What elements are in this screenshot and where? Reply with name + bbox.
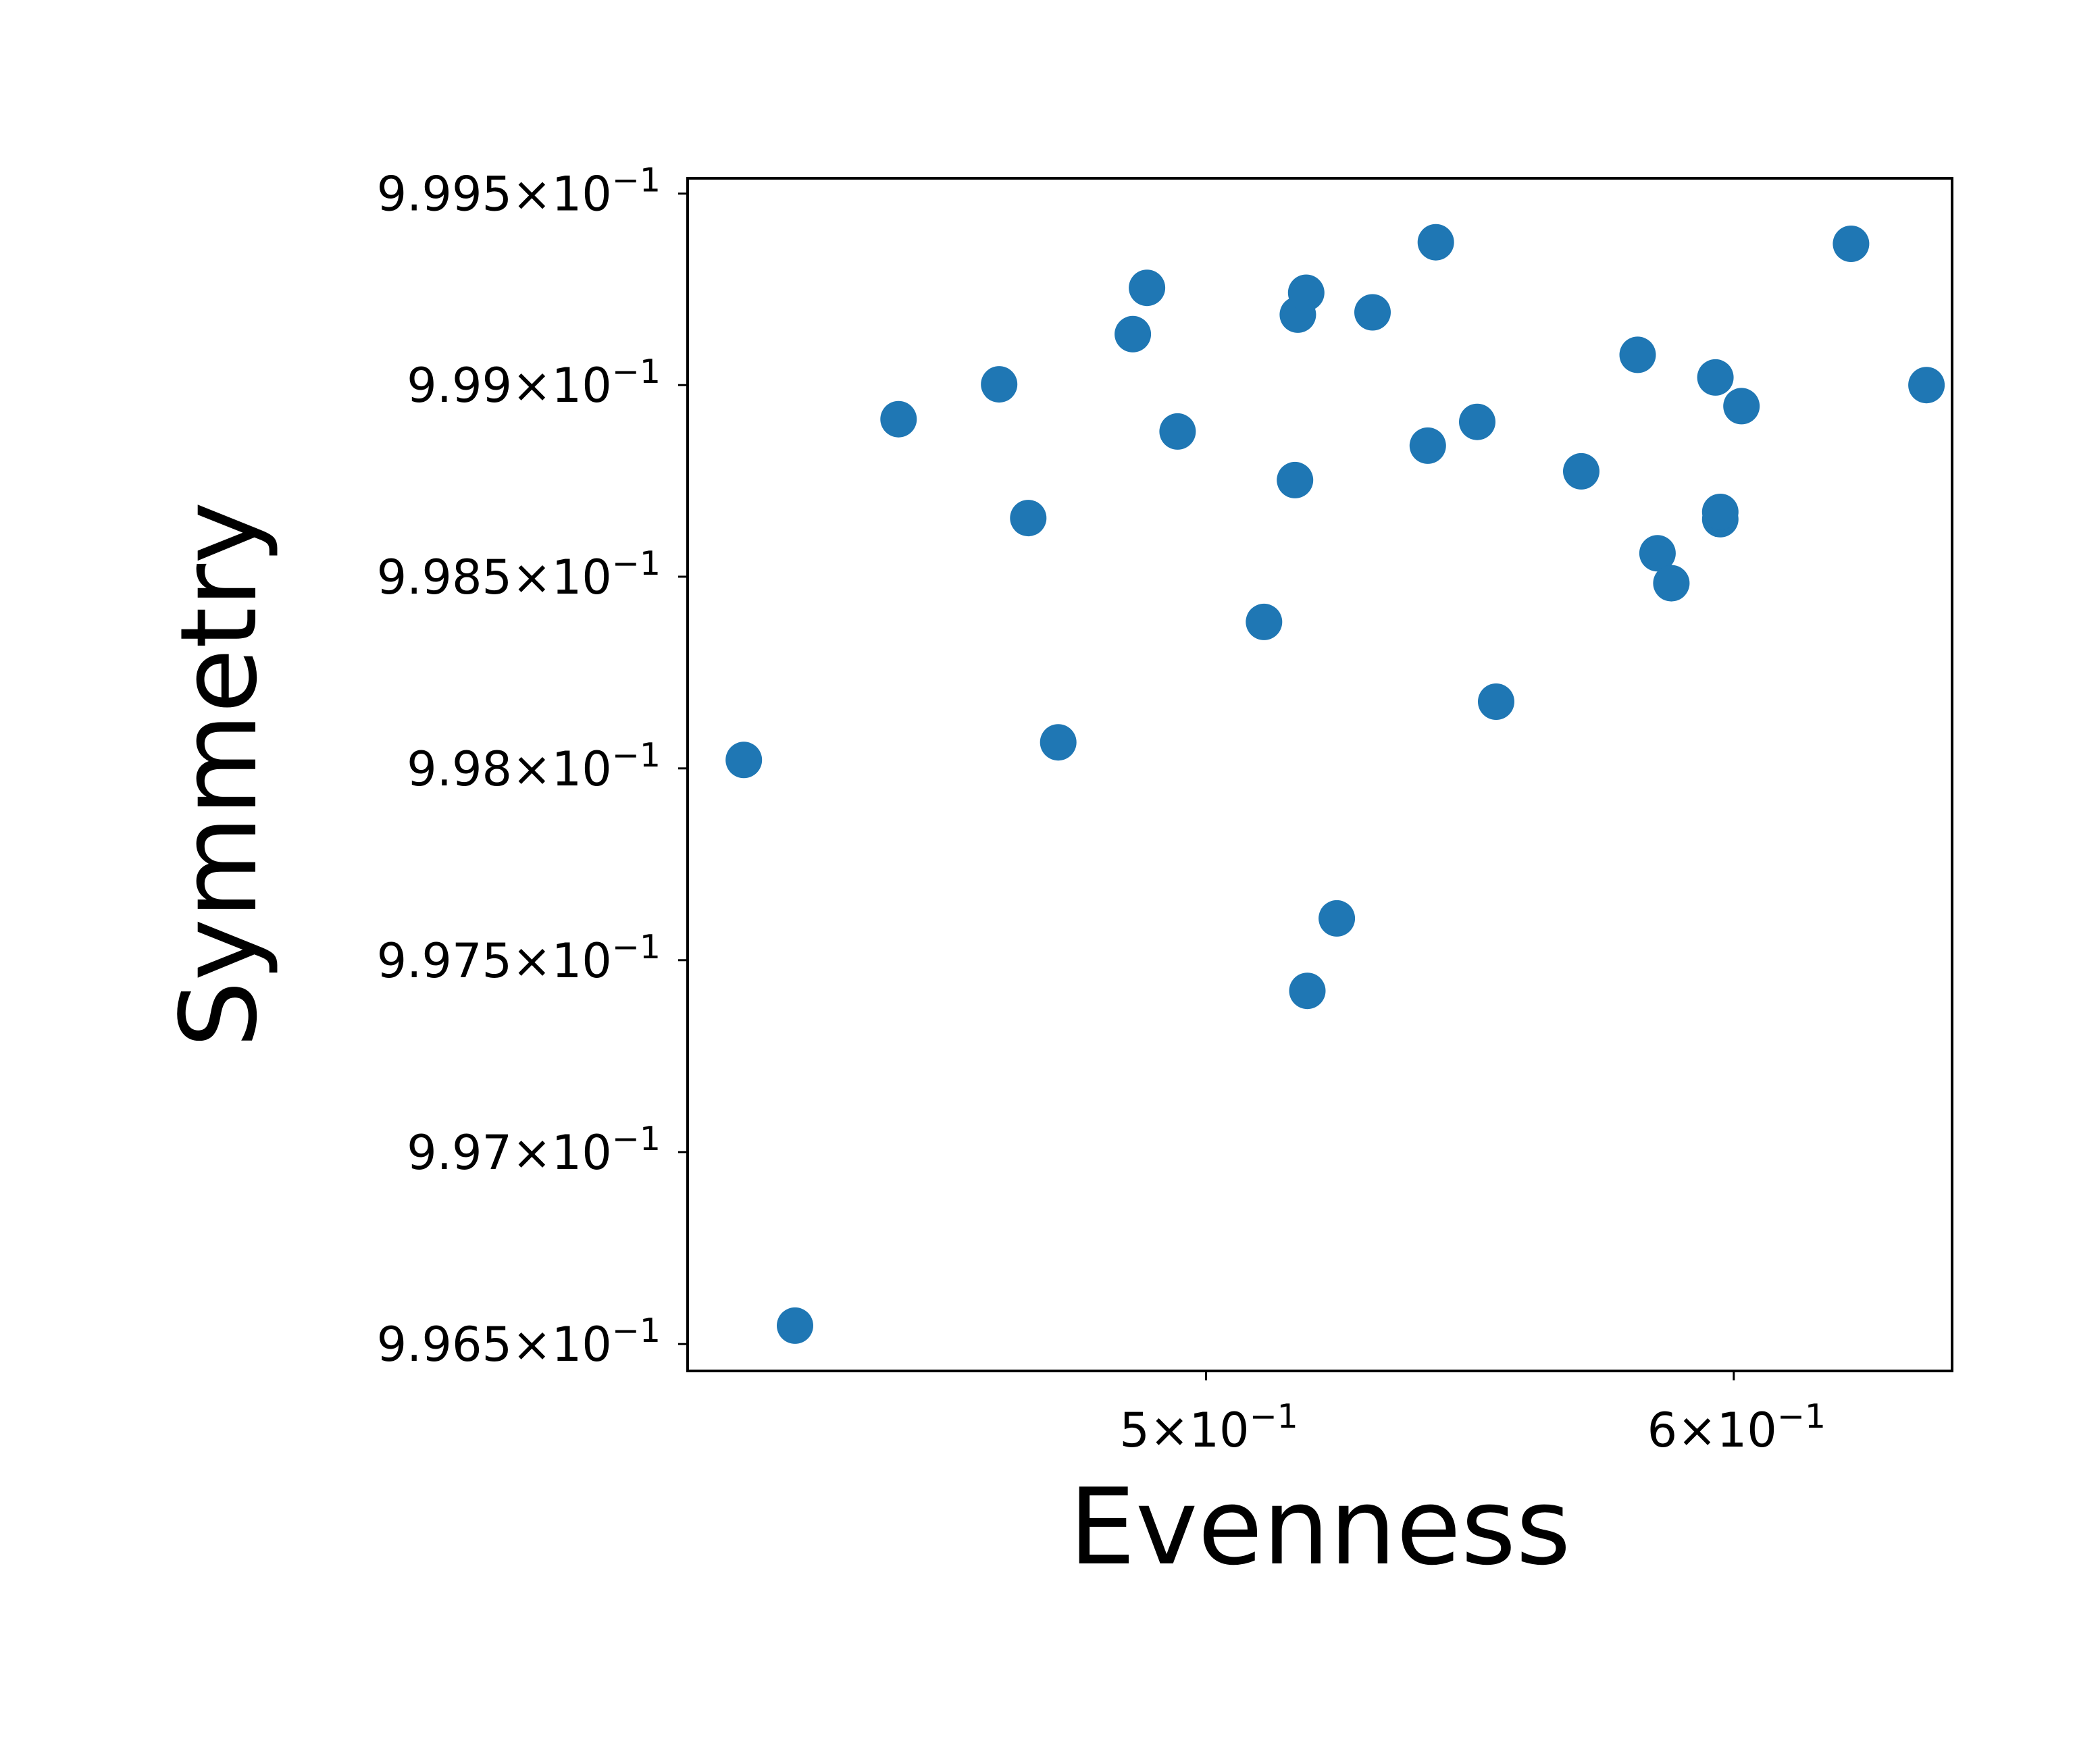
data-point-6 <box>1040 724 1077 761</box>
data-point-28 <box>1723 388 1760 425</box>
data-point-2 <box>777 1307 813 1344</box>
data-point-3 <box>880 400 917 438</box>
data-point-20 <box>1478 683 1514 720</box>
data-point-14 <box>1289 972 1326 1010</box>
data-point-16 <box>1354 294 1391 331</box>
data-point-8 <box>1129 269 1166 307</box>
data-point-23 <box>1639 535 1676 572</box>
data-point-13 <box>1287 274 1325 311</box>
data-point-10 <box>1246 603 1283 640</box>
data-point-9 <box>1159 413 1196 450</box>
x-axis-label: Evenness <box>1069 1465 1570 1588</box>
data-point-17 <box>1409 427 1446 464</box>
y-tick-label-6: 9.99×10−1 <box>407 353 661 413</box>
data-point-22 <box>1619 336 1656 373</box>
plot-frame <box>686 177 1953 1372</box>
data-point-25 <box>1697 359 1734 396</box>
y-tick-label-1: 9.965×10−1 <box>377 1312 661 1372</box>
data-point-29 <box>1833 226 1870 262</box>
data-point-27 <box>1701 494 1739 530</box>
y-tick-label-4: 9.98×10−1 <box>407 736 661 797</box>
data-points <box>725 224 1945 1344</box>
data-point-11 <box>1277 461 1314 498</box>
y-tick-label-5: 9.985×10−1 <box>377 544 661 605</box>
x-tick-label-2: 6×10−1 <box>1647 1397 1826 1458</box>
data-point-15 <box>1318 900 1356 937</box>
data-point-18 <box>1417 224 1454 261</box>
data-point-1 <box>725 742 763 779</box>
data-point-19 <box>1459 403 1495 440</box>
axis-ticks: 5×10−1 6×10−1 9.965×10−1 9.97×10−1 9.975×10−… <box>377 161 1826 1458</box>
data-point-4 <box>981 366 1018 403</box>
data-point-21 <box>1563 452 1599 490</box>
y-tick-label-7: 9.995×10−1 <box>377 161 661 222</box>
x-tick-label-1: 5×10−1 <box>1119 1397 1298 1458</box>
y-axis-label: Symmetry <box>157 502 280 1048</box>
data-point-24 <box>1653 565 1690 602</box>
data-point-7 <box>1115 315 1152 353</box>
y-tick-label-3: 9.975×10−1 <box>377 928 661 989</box>
y-tick-label-2: 9.97×10−1 <box>407 1120 661 1180</box>
data-point-5 <box>1010 500 1047 537</box>
data-point-30 <box>1908 367 1945 404</box>
